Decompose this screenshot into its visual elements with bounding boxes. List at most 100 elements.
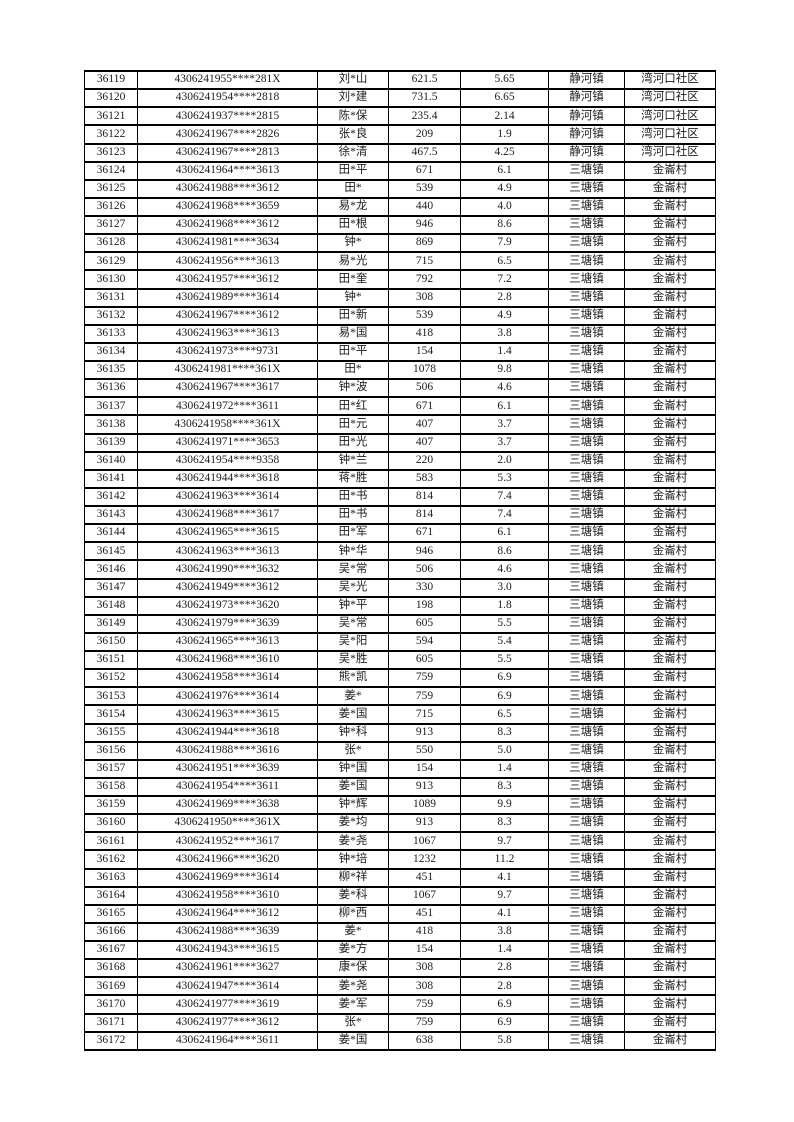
table-cell-id-number: 4306241969****3638 [137, 794, 318, 816]
table-cell-index: 36152 [84, 668, 138, 689]
table-cell-rate: 6.65 [460, 88, 549, 109]
table-cell-index: 36131 [84, 287, 138, 308]
table-cell-town: 三塘镇 [548, 613, 625, 634]
table-row: 36158 4306241954****3611 姜*国 913 8.3 三塘镇 金崙村 [84, 776, 716, 798]
table-cell-amount: 451 [388, 867, 461, 888]
table-cell-amount: 451 [388, 903, 461, 924]
table-row: 36122 4306241967****2826 张*良 209 1.9 静河镇 湾河口社区 [84, 124, 716, 145]
table-cell-index: 36125 [84, 178, 138, 199]
table-cell-town: 三塘镇 [548, 486, 625, 508]
table-cell-name: 姜*军 [317, 994, 389, 1015]
table-cell-amount: 605 [388, 649, 461, 671]
table-cell-village: 金崙村 [624, 541, 716, 562]
table-cell-id-number: 4306241954****9358 [137, 450, 318, 471]
table-row: 36154 4306241963****3615 姜*国 715 6.5 三塘镇 金崙村 [84, 704, 716, 725]
table-cell-rate: 3.7 [460, 432, 549, 453]
table-cell-town: 三塘镇 [548, 305, 625, 326]
table-cell-town: 三塘镇 [548, 849, 625, 870]
table-cell-rate: 5.5 [460, 613, 549, 634]
table-cell-name: 田*平 [317, 160, 389, 181]
table-cell-village: 金崙村 [624, 1030, 716, 1052]
table-cell-index: 36169 [84, 976, 138, 997]
table-cell-amount: 407 [388, 414, 461, 435]
table-cell-id-number: 4306241967****3617 [137, 378, 318, 399]
table-cell-name: 田*军 [317, 523, 389, 544]
table-cell-rate: 5.4 [460, 631, 549, 653]
table-cell-village: 金崙村 [624, 269, 716, 290]
table-cell-rate: 5.0 [460, 740, 549, 761]
table-row: 36128 4306241981****3634 钟* 869 7.9 三塘镇 金崙村 [84, 233, 716, 254]
table-cell-amount: 1067 [388, 885, 461, 906]
table-cell-id-number: 4306241943****3615 [137, 939, 318, 961]
table-cell-name: 钟*平 [317, 595, 389, 616]
table-cell-index: 36128 [84, 233, 138, 254]
table-cell-id-number: 4306241963****3613 [137, 541, 318, 562]
table-cell-rate: 4.6 [460, 378, 549, 399]
table-cell-index: 36163 [84, 867, 138, 888]
table-cell-town: 三塘镇 [548, 831, 625, 852]
table-row: 36157 4306241951****3639 钟*国 154 1.4 三塘镇 金崙村 [84, 758, 716, 779]
table-cell-village: 金崙村 [624, 486, 716, 508]
table-cell-name: 田*书 [317, 486, 389, 508]
table-cell-town: 三塘镇 [548, 794, 625, 816]
table-cell-amount: 539 [388, 178, 461, 199]
table-row: 36133 4306241963****3613 易*国 418 3.8 三塘镇 金崙村 [84, 323, 716, 344]
table-cell-index: 36149 [84, 613, 138, 634]
table-row: 36172 4306241964****3611 姜*国 638 5.8 三塘镇 金崙村 [84, 1030, 716, 1052]
table-cell-town: 三塘镇 [548, 1030, 625, 1052]
table-cell-id-number: 4306241977****3612 [137, 1012, 318, 1033]
table-cell-rate: 2.0 [460, 450, 549, 471]
table-cell-id-number: 4306241971****3653 [137, 432, 318, 453]
table-row: 36124 4306241964****3613 田*平 671 6.1 三塘镇 金崙村 [84, 160, 716, 181]
table-cell-index: 36122 [84, 124, 138, 145]
table-cell-rate: 9.8 [460, 359, 549, 381]
table-row: 36145 4306241963****3613 钟*华 946 8.6 三塘镇 金崙村 [84, 541, 716, 562]
table-cell-village: 金崙村 [624, 323, 716, 344]
table-cell-village: 金崙村 [624, 649, 716, 671]
table-cell-rate: 8.6 [460, 214, 549, 236]
table-cell-index: 36145 [84, 541, 138, 562]
table-cell-amount: 506 [388, 559, 461, 580]
table-cell-index: 36172 [84, 1030, 138, 1052]
table-row: 36170 4306241977****3619 姜*军 759 6.9 三塘镇 金崙村 [84, 994, 716, 1015]
table-row: 36148 4306241973****3620 钟*平 198 1.8 三塘镇 金崙村 [84, 595, 716, 616]
table-row: 36143 4306241968****3617 田*书 814 7.4 三塘镇 金崙村 [84, 504, 716, 526]
table-cell-amount: 913 [388, 776, 461, 798]
table-cell-id-number: 4306241965****3615 [137, 523, 318, 544]
table-cell-amount: 792 [388, 269, 461, 290]
table-cell-town: 三塘镇 [548, 504, 625, 526]
table-cell-amount: 913 [388, 722, 461, 743]
table-cell-name: 钟* [317, 233, 389, 254]
table-cell-rate: 1.4 [460, 341, 549, 363]
table-cell-amount: 759 [388, 994, 461, 1015]
table-cell-name: 柳*西 [317, 903, 389, 924]
table-cell-index: 36155 [84, 722, 138, 743]
table-cell-id-number: 4306241944****3618 [137, 468, 318, 489]
table-cell-name: 熊*凯 [317, 668, 389, 689]
table-row: 36120 4306241954****2818 刘*建 731.5 6.65 静河镇 湾河… [84, 88, 716, 109]
table-cell-id-number: 4306241967****2813 [137, 142, 318, 163]
table-cell-rate: 6.1 [460, 523, 549, 544]
table-cell-town: 三塘镇 [548, 541, 625, 562]
table-cell-id-number: 4306241967****3612 [137, 305, 318, 326]
table-cell-amount: 731.5 [388, 88, 461, 109]
table-cell-id-number: 4306241955****281X [137, 69, 318, 91]
table-cell-town: 三塘镇 [548, 686, 625, 707]
table-cell-town: 三塘镇 [548, 287, 625, 308]
table-cell-town: 三塘镇 [548, 1012, 625, 1033]
table-cell-town: 三塘镇 [548, 468, 625, 489]
table-cell-index: 36161 [84, 831, 138, 852]
table-cell-village: 金崙村 [624, 523, 716, 544]
table-cell-name: 钟*科 [317, 722, 389, 743]
benefit-table: 36119 4306241955****281X 刘*山 621.5 5.65 静河镇 湾河… [84, 69, 716, 1052]
table-cell-id-number: 4306241964****3613 [137, 160, 318, 181]
table-cell-rate: 6.9 [460, 686, 549, 707]
table-cell-index: 36142 [84, 486, 138, 508]
table-cell-amount: 209 [388, 124, 461, 145]
table-cell-name: 易*光 [317, 251, 389, 272]
table-cell-id-number: 4306241989****3614 [137, 287, 318, 308]
table-cell-village: 金崙村 [624, 196, 716, 218]
table-cell-name: 姜* [317, 921, 389, 943]
table-cell-name: 徐*清 [317, 142, 389, 163]
table-row: 36136 4306241967****3617 钟*波 506 4.6 三塘镇 金崙村 [84, 378, 716, 399]
